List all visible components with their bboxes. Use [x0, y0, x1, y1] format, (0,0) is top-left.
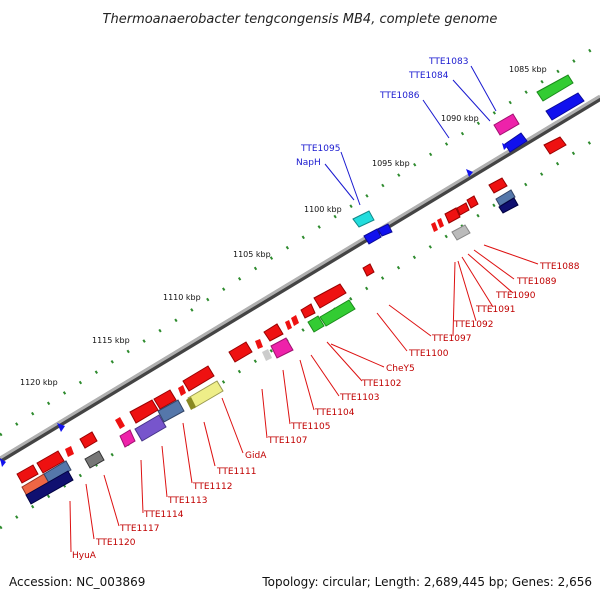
gene-red-e[interactable]: [291, 315, 299, 326]
gene-blue-b-upper[interactable]: [377, 223, 393, 237]
scale-label-1115: 1115 kbp: [92, 336, 130, 345]
label-TTE1097[interactable]: TTE1097: [431, 334, 471, 344]
gene-red-gidA[interactable]: [228, 341, 253, 363]
label-TTE1120[interactable]: TTE1120: [95, 538, 136, 548]
genome-info-text: Topology: circular; Length: 2,689,445 bp…: [261, 575, 592, 589]
gene-lightgray-small[interactable]: [262, 349, 272, 361]
label-TTE1100[interactable]: TTE1100: [408, 349, 449, 359]
label-TTE1105[interactable]: TTE1105: [290, 422, 330, 432]
gene-red-f[interactable]: [285, 320, 292, 330]
scale-label-1100: 1100 kbp: [304, 205, 342, 214]
gene-magenta-1105[interactable]: [270, 337, 294, 359]
scale-track-outer: [0, 42, 600, 437]
lower-strand-genes: [16, 136, 567, 505]
gene-red-cheY5[interactable]: [313, 283, 347, 309]
gene-red-1092[interactable]: [466, 195, 479, 209]
gene-green-1102[interactable]: [319, 299, 356, 327]
label-TTE1088[interactable]: TTE1088: [539, 262, 580, 272]
gene-blue-marker-b[interactable]: [466, 169, 473, 177]
gene-navy-1091[interactable]: [498, 197, 519, 214]
label-TTE1086[interactable]: TTE1086: [379, 91, 420, 101]
gene-red-small-j[interactable]: [65, 446, 74, 457]
gene-red-d[interactable]: [431, 222, 438, 232]
gene-magenta-upper[interactable]: [493, 113, 520, 136]
scale-label-1090: 1090 kbp: [441, 114, 479, 123]
gene-magenta-1117[interactable]: [119, 429, 136, 448]
label-TTE1112[interactable]: TTE1112: [192, 482, 232, 492]
gene-red-1111[interactable]: [182, 365, 215, 392]
gene-steel-hyuA[interactable]: [43, 460, 72, 484]
gene-red-1114[interactable]: [129, 399, 159, 424]
gene-red-small-h[interactable]: [178, 385, 186, 396]
gene-blue-marker-c[interactable]: [57, 423, 65, 432]
genome-backbone-shadow: [0, 95, 600, 463]
gene-steel-1113b[interactable]: [157, 399, 185, 423]
gene-red-1107[interactable]: [263, 323, 284, 342]
label-TTE1111[interactable]: TTE1111: [216, 467, 256, 477]
gene-blue-upper[interactable]: [545, 92, 585, 121]
gene-green-upper[interactable]: [536, 74, 574, 102]
label-TTE1089[interactable]: TTE1089: [516, 277, 557, 287]
label-TTE1107[interactable]: TTE1107: [267, 436, 307, 446]
scale-label-1110: 1110 kbp: [163, 293, 201, 302]
gene-red-1100[interactable]: [362, 263, 375, 277]
gene-red-small-i[interactable]: [115, 417, 125, 429]
label-TTE1084[interactable]: TTE1084: [408, 71, 449, 81]
label-TTE1090[interactable]: TTE1090: [495, 291, 536, 301]
gene-gray-1120b[interactable]: [84, 450, 105, 469]
label-TTE1103[interactable]: TTE1103: [339, 393, 379, 403]
label-CheY5[interactable]: CheY5: [386, 364, 415, 374]
scale-label-1105: 1105 kbp: [233, 250, 271, 259]
gene-blue-marker-upper[interactable]: [502, 143, 508, 150]
gene-red-1088[interactable]: [543, 136, 567, 155]
gene-red-small-g[interactable]: [255, 339, 263, 349]
gene-red-hyuA-a[interactable]: [16, 464, 39, 484]
gene-olive-edge[interactable]: [186, 397, 196, 410]
label-TTE1113[interactable]: TTE1113: [167, 496, 207, 506]
genome-backbone: [0, 94, 600, 460]
upper-connectors: [324, 65, 497, 206]
gene-lightgray-1097[interactable]: [451, 224, 471, 241]
label-TTE1092[interactable]: TTE1092: [453, 320, 493, 330]
label-TTE1114[interactable]: TTE1114: [143, 510, 184, 520]
upper-strand-genes: [0, 74, 585, 467]
gene-blue-small-upper[interactable]: [504, 132, 528, 153]
gene-blue-marker-d[interactable]: [0, 458, 6, 467]
label-TTE1083[interactable]: TTE1083: [428, 57, 468, 67]
label-TTE1102[interactable]: TTE1102: [361, 379, 401, 389]
gene-red-b[interactable]: [444, 207, 461, 224]
accession-text: Accession: NC_003869: [9, 575, 145, 589]
gene-red-a[interactable]: [456, 202, 470, 216]
gene-green-1103[interactable]: [307, 315, 325, 333]
label-TTE1104[interactable]: TTE1104: [314, 408, 355, 418]
gene-steel-1090[interactable]: [495, 189, 516, 207]
gene-red-1113[interactable]: [153, 389, 177, 410]
label-TTE1091[interactable]: TTE1091: [475, 305, 515, 315]
gene-purple-1114[interactable]: [134, 414, 167, 442]
gene-red-hyuA-b[interactable]: [36, 450, 65, 474]
gene-navy-hyuA[interactable]: [25, 470, 74, 505]
label-TTE1095[interactable]: TTE1095: [300, 144, 340, 154]
label-HyuA[interactable]: HyuA: [72, 551, 97, 561]
gene-red-1120[interactable]: [79, 431, 98, 449]
gene-red-1104[interactable]: [300, 303, 316, 319]
lower-connectors: [69, 244, 539, 553]
gene-red-c[interactable]: [437, 218, 444, 228]
label-NapH[interactable]: NapH: [296, 158, 321, 168]
label-GidA[interactable]: GidA: [245, 451, 267, 461]
genome-title: Thermoanaerobacter tengcongensis MB4, co…: [103, 12, 498, 27]
gene-cyan-upper[interactable]: [352, 210, 375, 228]
scale-label-1085: 1085 kbp: [509, 65, 547, 74]
scale-label-1095: 1095 kbp: [372, 159, 410, 168]
gene-red-1089[interactable]: [488, 177, 508, 194]
scale-label-1120: 1120 kbp: [20, 378, 58, 387]
label-TTE1117[interactable]: TTE1117: [119, 524, 159, 534]
gene-blue-a-upper[interactable]: [363, 228, 382, 245]
